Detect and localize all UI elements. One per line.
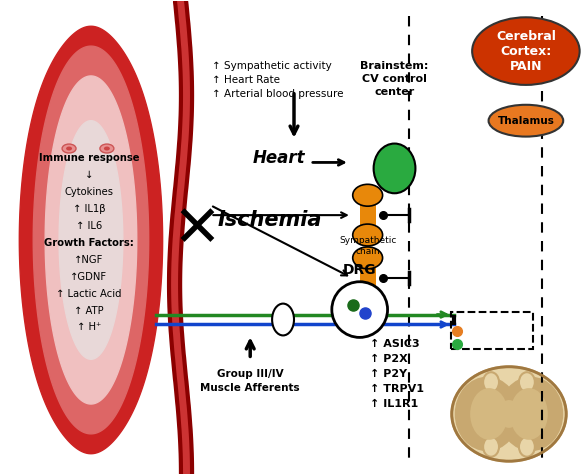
Polygon shape	[34, 46, 149, 434]
Ellipse shape	[353, 247, 383, 269]
Ellipse shape	[498, 400, 520, 428]
Text: ↑GDNF: ↑GDNF	[71, 272, 108, 282]
Ellipse shape	[62, 144, 76, 153]
Ellipse shape	[353, 224, 383, 246]
Text: DRG: DRG	[343, 263, 376, 277]
Text: Group III/IV
Muscle Afferents: Group III/IV Muscle Afferents	[201, 369, 300, 393]
Ellipse shape	[452, 367, 566, 461]
Ellipse shape	[483, 437, 499, 456]
Text: ↓: ↓	[85, 171, 93, 180]
Text: ↑ Lactic Acid: ↑ Lactic Acid	[56, 289, 122, 299]
Text: Heart: Heart	[252, 150, 305, 168]
Ellipse shape	[100, 144, 114, 153]
Text: Immune response: Immune response	[39, 153, 139, 163]
Ellipse shape	[353, 184, 383, 206]
Text: Cytokines: Cytokines	[65, 187, 113, 197]
Text: ↑ H⁺: ↑ H⁺	[77, 323, 101, 332]
Text: ↑ Sympathetic activity
↑ Heart Rate
↑ Arterial blood pressure: ↑ Sympathetic activity ↑ Heart Rate ↑ Ar…	[212, 61, 344, 99]
Polygon shape	[45, 76, 137, 404]
Ellipse shape	[66, 146, 72, 151]
Polygon shape	[19, 26, 163, 454]
Text: ↑NGF: ↑NGF	[74, 255, 103, 265]
Polygon shape	[59, 121, 123, 359]
Ellipse shape	[470, 388, 508, 440]
Ellipse shape	[519, 372, 535, 392]
Ellipse shape	[472, 17, 580, 85]
Text: Growth Factors:: Growth Factors:	[44, 238, 134, 248]
Bar	[360, 258, 376, 298]
Text: Ischemia: Ischemia	[218, 210, 322, 230]
Ellipse shape	[353, 287, 383, 309]
Text: Brainstem:
CV control
center: Brainstem: CV control center	[360, 61, 429, 97]
Text: ↑ ASIC3
↑ P2X
↑ P2Y
↑ TRPV1
↑ IL1R1: ↑ ASIC3 ↑ P2X ↑ P2Y ↑ TRPV1 ↑ IL1R1	[370, 340, 423, 408]
Text: Cerebral
Cortex:
PAIN: Cerebral Cortex: PAIN	[496, 29, 556, 73]
Circle shape	[332, 282, 387, 337]
Text: ↑ ATP: ↑ ATP	[74, 305, 104, 315]
Text: ↑ IL6: ↑ IL6	[76, 221, 102, 231]
Ellipse shape	[489, 105, 563, 137]
Text: ↑ IL1β: ↑ IL1β	[73, 204, 105, 214]
Ellipse shape	[483, 372, 499, 392]
Text: Sympathetic
chain: Sympathetic chain	[339, 236, 396, 256]
Bar	[360, 195, 376, 235]
Ellipse shape	[373, 143, 416, 193]
Ellipse shape	[455, 377, 519, 451]
Ellipse shape	[272, 304, 294, 335]
Ellipse shape	[510, 388, 548, 440]
Ellipse shape	[499, 377, 563, 451]
Ellipse shape	[104, 146, 110, 151]
Text: Thalamus: Thalamus	[497, 116, 554, 126]
Ellipse shape	[519, 437, 535, 456]
